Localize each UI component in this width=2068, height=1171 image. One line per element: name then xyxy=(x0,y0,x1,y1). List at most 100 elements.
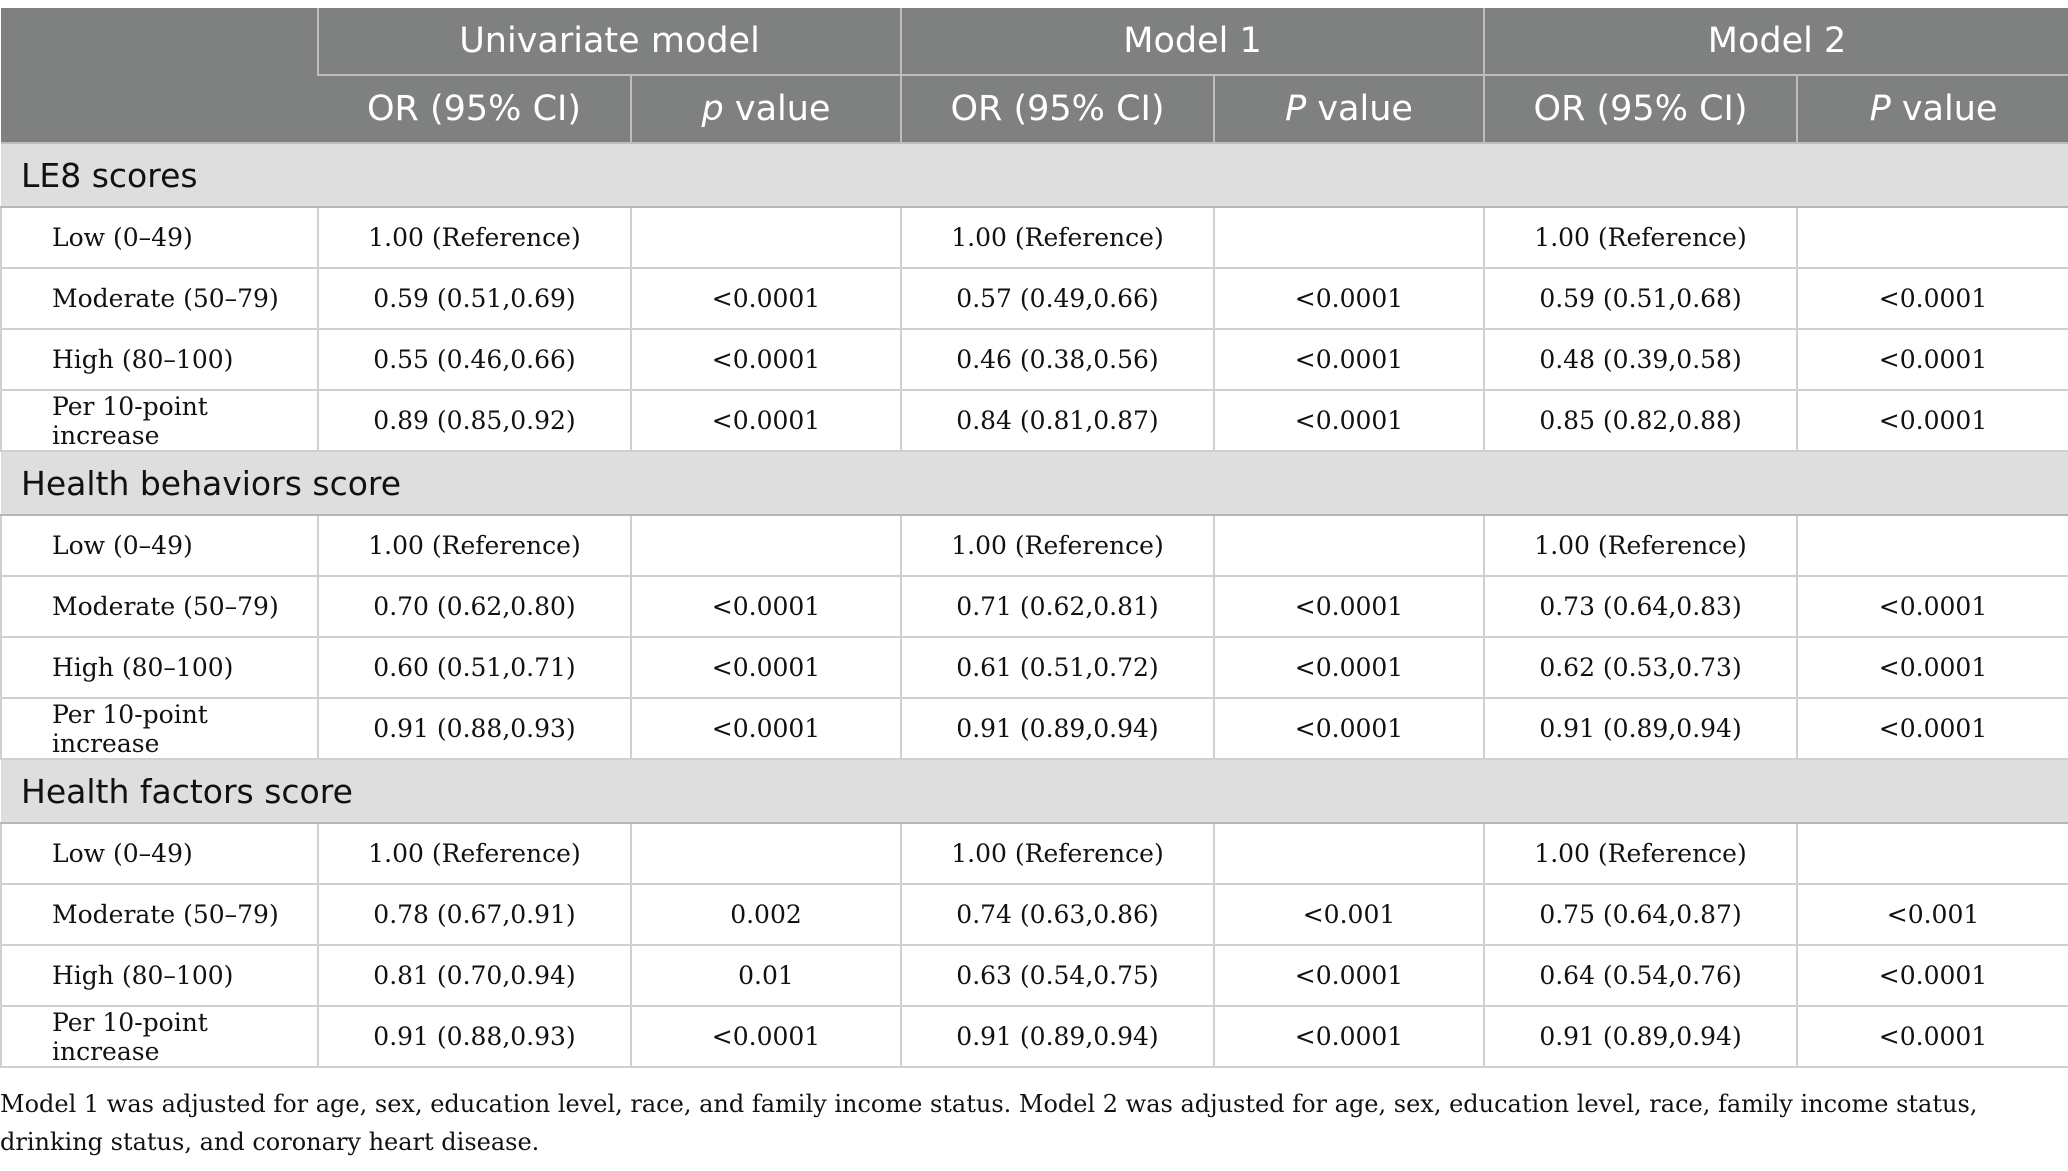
p-value-cell: 0.002 xyxy=(630,883,902,946)
table-row: Per 10-point increase 0.89 (0.85,0.92) <0.… xyxy=(0,389,2068,452)
or-ci-cell: 0.75 (0.64,0.87) xyxy=(1483,883,1799,946)
p-value-cell: <0.0001 xyxy=(1212,697,1486,760)
table-body: LE8 scores Low (0–49) 1.00 (Reference) 1.00… xyxy=(0,142,2068,1068)
or-ci-cell: 1.00 (Reference) xyxy=(1483,822,1799,885)
or-ci-cell: 0.89 (0.85,0.92) xyxy=(317,389,632,452)
header-model-2: Model 2 xyxy=(1483,8,2068,76)
or-ci-cell: 1.00 (Reference) xyxy=(1483,206,1799,269)
table-row: High (80–100) 0.81 (0.70,0.94) 0.01 0.63 (0… xyxy=(0,944,2068,1007)
section-header-row: Health factors score xyxy=(1,758,2068,824)
table-row: Per 10-point increase 0.91 (0.88,0.93) <0.… xyxy=(0,697,2068,760)
or-ci-cell: 1.00 (Reference) xyxy=(317,514,632,577)
header-empty-cell xyxy=(1,8,318,144)
p-value-cell xyxy=(630,822,902,885)
or-ci-cell: 0.73 (0.64,0.83) xyxy=(1483,575,1799,638)
or-ci-cell: 0.59 (0.51,0.68) xyxy=(1483,267,1799,330)
table-row: Low (0–49) 1.00 (Reference) 1.00 (Referenc… xyxy=(0,514,2068,577)
p-value-cell: <0.0001 xyxy=(1212,328,1486,391)
or-ci-cell: 0.78 (0.67,0.91) xyxy=(317,883,632,946)
or-ci-cell: 0.59 (0.51,0.69) xyxy=(317,267,632,330)
row-label: High (80–100) xyxy=(0,944,319,1007)
header-or-ci: OR (95% CI) xyxy=(1483,75,1798,144)
p-value-cell: <0.0001 xyxy=(630,389,902,452)
or-ci-cell: 0.85 (0.82,0.88) xyxy=(1483,389,1799,452)
header-p-text: value xyxy=(1306,89,1413,129)
section-header-row: Health behaviors score xyxy=(1,450,2068,516)
row-label: Per 10-point increase xyxy=(0,389,319,452)
section-title: Health factors score xyxy=(1,758,2068,824)
or-ci-cell: 1.00 (Reference) xyxy=(317,206,632,269)
p-value-cell: <0.0001 xyxy=(630,1005,902,1068)
header-p-value: P value xyxy=(1796,75,2068,144)
p-value-cell: <0.0001 xyxy=(1796,328,2068,391)
table-row: Low (0–49) 1.00 (Reference) 1.00 (Referenc… xyxy=(0,822,2068,885)
section-header-row: LE8 scores xyxy=(1,142,2068,208)
row-label: Moderate (50–79) xyxy=(0,267,319,330)
or-ci-cell: 0.91 (0.89,0.94) xyxy=(1483,1005,1799,1068)
row-label: Moderate (50–79) xyxy=(0,883,319,946)
or-ci-cell: 0.74 (0.63,0.86) xyxy=(900,883,1215,946)
p-value-cell xyxy=(1212,822,1486,885)
or-ci-cell: 0.91 (0.88,0.93) xyxy=(317,1005,632,1068)
table-row: Moderate (50–79) 0.70 (0.62,0.80) <0.0001 0… xyxy=(0,575,2068,638)
or-ci-cell: 1.00 (Reference) xyxy=(1483,514,1799,577)
or-ci-cell: 0.61 (0.51,0.72) xyxy=(900,636,1215,699)
p-value-cell: <0.0001 xyxy=(630,575,902,638)
p-value-cell xyxy=(630,206,902,269)
or-ci-cell: 0.62 (0.53,0.73) xyxy=(1483,636,1799,699)
p-value-cell: <0.0001 xyxy=(1796,636,2068,699)
header-p-italic: p xyxy=(701,89,724,129)
header-row-columns: OR (95% CI) p value OR (95% CI) P value … xyxy=(1,75,2068,144)
p-value-cell: <0.0001 xyxy=(1796,389,2068,452)
p-value-cell xyxy=(1796,822,2068,885)
p-value-cell: <0.001 xyxy=(1796,883,2068,946)
table-row: Per 10-point increase 0.91 (0.88,0.93) <0.… xyxy=(0,1005,2068,1068)
p-value-cell: <0.0001 xyxy=(1796,575,2068,638)
p-value-cell: <0.0001 xyxy=(1212,1005,1486,1068)
or-ci-cell: 1.00 (Reference) xyxy=(900,822,1215,885)
table-row: Moderate (50–79) 0.59 (0.51,0.69) <0.0001 0… xyxy=(0,267,2068,330)
p-value-cell xyxy=(1212,206,1486,269)
or-ci-cell: 0.81 (0.70,0.94) xyxy=(317,944,632,1007)
row-label: Moderate (50–79) xyxy=(0,575,319,638)
p-value-cell xyxy=(630,514,902,577)
p-value-cell: <0.0001 xyxy=(1212,267,1486,330)
p-value-cell: <0.0001 xyxy=(1212,575,1486,638)
header-p-value: P value xyxy=(1212,75,1485,144)
header-row-groups: Univariate model Model 1 Model 2 xyxy=(1,8,2068,144)
header-p-italic: P xyxy=(1869,89,1891,129)
or-ci-cell: 0.46 (0.38,0.56) xyxy=(900,328,1215,391)
header-p-text: value xyxy=(1890,89,1998,129)
p-value-cell: <0.0001 xyxy=(1212,944,1486,1007)
header-model-1: Model 1 xyxy=(899,8,1485,76)
table-footnote: Model 1 was adjusted for age, sex, educa… xyxy=(0,1090,1978,1156)
or-ci-cell: 0.48 (0.39,0.58) xyxy=(1483,328,1799,391)
p-value-cell: <0.0001 xyxy=(630,328,902,391)
section-title: LE8 scores xyxy=(1,142,2068,208)
or-ci-cell: 0.91 (0.89,0.94) xyxy=(1483,697,1799,760)
p-value-cell xyxy=(1212,514,1486,577)
results-table: Univariate model Model 1 Model 2 OR (95%… xyxy=(0,8,2068,1068)
header-p-text: value xyxy=(723,89,831,129)
section-title: Health behaviors score xyxy=(1,450,2068,516)
row-label: Low (0–49) xyxy=(0,206,319,269)
table-row: High (80–100) 0.60 (0.51,0.71) <0.0001 0.61… xyxy=(0,636,2068,699)
p-value-cell: <0.0001 xyxy=(1796,1005,2068,1068)
p-value-cell: <0.0001 xyxy=(630,267,902,330)
table-row: High (80–100) 0.55 (0.46,0.66) <0.0001 0.46… xyxy=(0,328,2068,391)
row-label: High (80–100) xyxy=(0,636,319,699)
header-univariate-model: Univariate model xyxy=(317,8,901,76)
row-label: Per 10-point increase xyxy=(0,1005,319,1068)
p-value-cell: 0.01 xyxy=(630,944,902,1007)
row-label: Low (0–49) xyxy=(0,514,319,577)
or-ci-cell: 1.00 (Reference) xyxy=(317,822,632,885)
header-or-ci: OR (95% CI) xyxy=(900,75,1214,144)
or-ci-cell: 0.91 (0.89,0.94) xyxy=(900,1005,1215,1068)
row-label: High (80–100) xyxy=(0,328,319,391)
p-value-cell: <0.0001 xyxy=(630,697,902,760)
header-or-ci: OR (95% CI) xyxy=(318,75,631,144)
or-ci-cell: 1.00 (Reference) xyxy=(900,206,1215,269)
header-p-value: p value xyxy=(630,75,901,144)
row-label: Per 10-point increase xyxy=(0,697,319,760)
or-ci-cell: 0.70 (0.62,0.80) xyxy=(317,575,632,638)
